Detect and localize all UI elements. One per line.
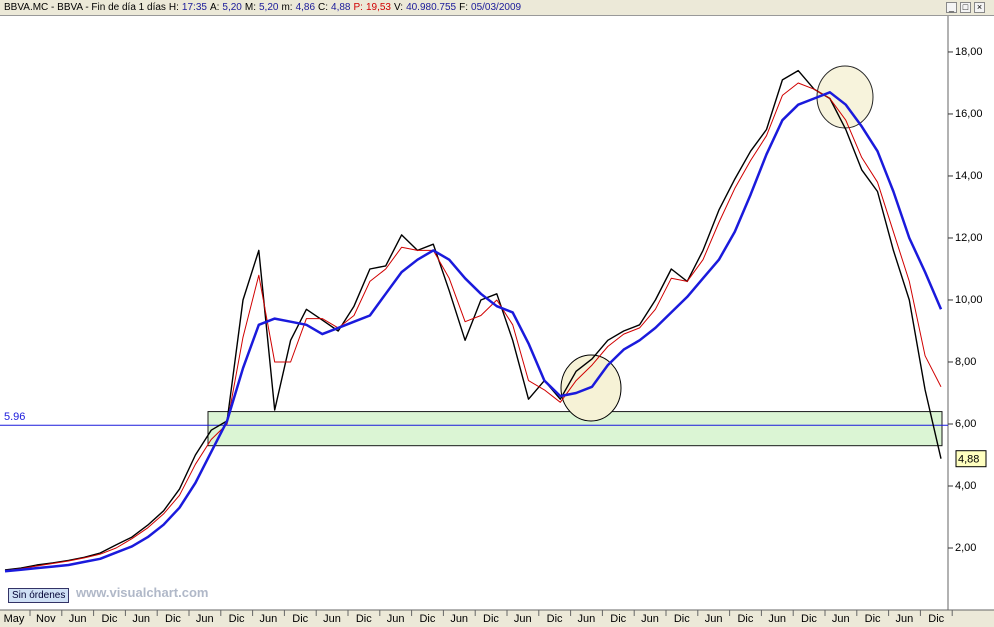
x-tick-label: Dic [674,613,690,625]
y-tick-label: 10,00 [955,294,983,306]
plot-area [0,16,948,610]
x-tick-label: Jun [641,613,659,625]
field-label: H: [168,2,179,13]
last-price-box [955,450,987,468]
x-tick-label: Jun [387,613,405,625]
x-axis-band [0,610,994,627]
x-tick-label: Jun [514,613,532,625]
field-label: M: [244,2,256,13]
field-value: 19,53 [365,2,391,13]
x-tick-label: Jun [69,613,87,625]
x-tick-label: Dic [928,613,944,625]
x-tick-label: Jun [196,613,214,625]
field-value: 05/03/2009 [471,2,522,13]
header-bar: BBVA.MC - BBVA - Fin de día 1 días H: 17:3… [0,0,994,16]
minimize-button[interactable]: _ [946,2,957,13]
price-line [4,91,943,573]
x-tick-label: Dic [292,613,308,625]
y-tick-label: 14,00 [955,170,983,182]
last-price-label: 4,88 [958,454,979,466]
field-value: 4,88 [331,2,351,13]
price-line [4,69,942,571]
x-tick-label: Jun [768,613,786,625]
x-tick-label: Dic [101,613,117,625]
price-line [4,82,942,572]
maximize-button[interactable]: □ [960,2,971,13]
x-tick-label: May [4,613,25,625]
close-button[interactable]: × [974,2,985,13]
x-tick-label: Jun [705,613,723,625]
field-label: P: [353,2,363,13]
field-value: 40.980.755 [406,2,457,13]
x-tick-label: Dic [419,613,435,625]
field-value: 17:35 [181,2,207,13]
field-label: V: [393,2,404,13]
y-tick-label: 8,00 [955,356,976,368]
x-tick-label: Dic [229,613,245,625]
x-tick-label: Jun [896,613,914,625]
y-tick-label: 4,00 [955,480,976,492]
x-tick-label: Jun [260,613,278,625]
field-label: F: [459,2,469,13]
x-tick-label: Jun [578,613,596,625]
level-label: 5.96 [4,411,25,423]
y-tick-label: 18,00 [955,46,983,58]
y-tick-label: 2,00 [955,542,976,554]
x-tick-label: Jun [450,613,468,625]
x-tick-label: Dic [547,613,563,625]
field-value: 5,20 [222,2,242,13]
field-value: 5,20 [258,2,279,13]
watermark: www.visualchart.com [76,585,209,600]
x-tick-label: Nov [36,613,56,625]
field-label: A: [209,2,220,13]
x-tick-label: Dic [356,613,372,625]
x-tick-label: Dic [165,613,181,625]
x-tick-label: Dic [483,613,499,625]
symbol: BBVA.MC - BBVA - Fin de día 1 días [4,2,166,13]
x-tick-label: Dic [610,613,626,625]
y-tick-label: 12,00 [955,232,983,244]
y-tick-label: 6,00 [955,418,976,430]
support-zone [207,411,943,447]
x-tick-label: Dic [801,613,817,625]
field-label: m: [281,2,293,13]
y-tick-label: 16,00 [955,108,983,120]
x-tick-label: Jun [132,613,150,625]
x-tick-label: Jun [323,613,341,625]
x-tick-label: Dic [737,613,753,625]
x-tick-label: Dic [865,613,881,625]
field-value: 4,86 [295,2,316,13]
orders-button[interactable]: Sin órdenes [8,588,70,603]
x-tick-label: Jun [832,613,850,625]
field-label: C: [318,2,329,13]
